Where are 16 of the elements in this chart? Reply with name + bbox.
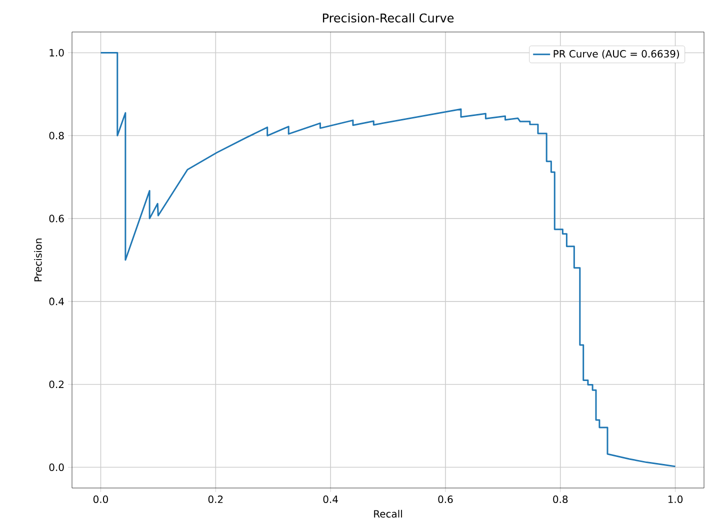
x-tick-label: 0.6 bbox=[438, 496, 453, 504]
x-tick-label: 0.8 bbox=[553, 496, 568, 504]
y-tick-label: 0.2 bbox=[49, 380, 64, 388]
x-tick-label: 0.2 bbox=[208, 496, 223, 504]
y-axis-title: Precision bbox=[34, 238, 42, 282]
y-tick-label: 1.0 bbox=[50, 48, 64, 56]
y-tick-label: 0.8 bbox=[49, 132, 64, 140]
x-tick-label: 0.4 bbox=[323, 496, 338, 504]
y-tick-label: 0.4 bbox=[49, 298, 64, 306]
x-tick-label: 1.0 bbox=[668, 496, 683, 504]
y-tick-label: 0.0 bbox=[49, 463, 64, 472]
legend-label: PR Curve (AUC = 0.6639) bbox=[554, 50, 679, 59]
y-tick-label: 0.6 bbox=[49, 214, 64, 222]
x-tick-label: 0.0 bbox=[93, 496, 108, 504]
chart-title: Precision-Recall Curve bbox=[322, 13, 454, 22]
x-axis-title: Recall bbox=[374, 510, 402, 518]
